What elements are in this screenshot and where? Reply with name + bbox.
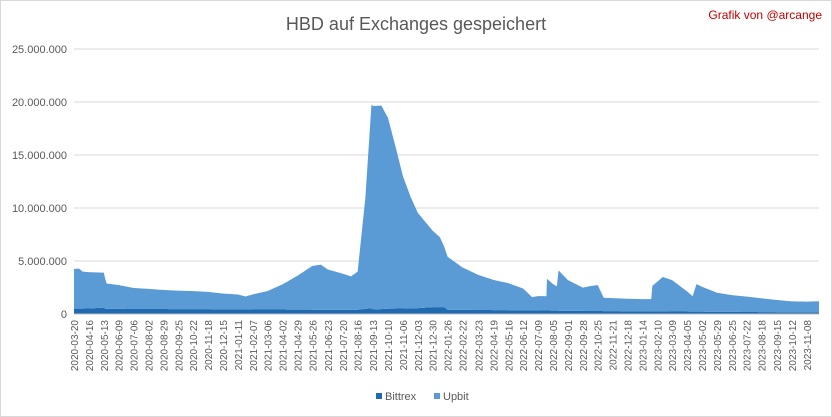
x-tick-label: 2020-07-06 [130, 320, 141, 372]
x-tick-label: 2023-05-29 [713, 320, 724, 372]
x-tick-label: 2021-12-03 [414, 320, 425, 372]
x-tick-label: 2023-10-12 [788, 320, 799, 372]
area-series-bittrex [74, 307, 819, 314]
x-tick-label: 2022-02-22 [459, 320, 470, 372]
x-tick-label: 2022-07-09 [534, 320, 545, 372]
x-tick-label: 2021-12-30 [429, 320, 440, 372]
legend-swatch-bittrex [376, 393, 382, 399]
x-tick-label: 2020-08-29 [159, 320, 170, 372]
x-tick-label: 2021-11-06 [399, 320, 410, 371]
x-tick-label: 2021-05-26 [308, 320, 319, 372]
gridlines [74, 48, 819, 262]
x-tick-label: 2022-04-19 [489, 320, 500, 372]
x-tick-label: 2023-03-09 [668, 320, 679, 372]
y-tick-label: 15.000.000 [12, 150, 67, 162]
x-tick-label: 2020-03-20 [70, 320, 81, 372]
x-tick-label: 2022-11-21 [609, 320, 620, 371]
x-tick-label: 2021-03-06 [264, 320, 275, 372]
x-tick-label: 2022-10-25 [594, 320, 605, 372]
legend-swatch-upbit [434, 393, 440, 399]
x-tick-label: 2021-02-07 [249, 320, 260, 372]
x-tick-label: 2022-06-12 [519, 320, 530, 372]
x-tick-label: 2023-09-15 [773, 320, 784, 372]
x-tick-label: 2020-10-22 [189, 320, 200, 372]
x-tick-label: 2023-11-08 [803, 320, 814, 371]
x-tick-label: 2023-06-25 [728, 320, 739, 372]
x-tick-label: 2022-09-01 [564, 320, 575, 372]
legend-label-upbit: Upbit [443, 391, 469, 403]
x-tick-label: 2021-06-23 [324, 320, 335, 372]
x-tick-label: 2020-08-02 [145, 320, 156, 372]
x-tick-label: 2022-12-18 [624, 320, 635, 372]
x-tick-label: 2023-05-02 [698, 320, 709, 372]
x-tick-label: 2022-01-26 [444, 320, 455, 372]
x-tick-label: 2020-09-25 [174, 320, 185, 372]
x-tick-label: 2023-02-10 [653, 320, 664, 372]
x-tick-label: 2023-01-14 [638, 320, 649, 372]
axes: 0 5.000.000 10.000.000 15.000.000 20.000.000… [12, 44, 819, 371]
x-tick-label: 2021-08-16 [354, 320, 365, 372]
x-tick-label: 2020-04-16 [85, 320, 96, 372]
chart-credit: Grafik von @arcange [708, 8, 822, 22]
x-tick-label: 2020-05-13 [100, 320, 111, 372]
y-tick-label: 5.000.000 [18, 256, 67, 268]
x-tick-label: 2023-08-18 [758, 320, 769, 372]
x-tick-label: 2022-09-28 [579, 320, 590, 372]
x-tick-label: 2021-04-29 [294, 320, 305, 372]
x-tick-label: 2021-01-11 [234, 320, 245, 371]
x-tick-label: 2023-07-22 [743, 320, 754, 372]
x-tick-label: 2021-10-10 [384, 320, 395, 372]
y-tick-label: 10.000.000 [12, 203, 67, 215]
x-tick-label: 2022-05-16 [504, 320, 515, 372]
x-tick-label: 2020-11-18 [204, 320, 215, 371]
x-tick-label: 2020-12-15 [219, 320, 230, 372]
x-tick-label: 2022-08-05 [549, 320, 560, 372]
legend: Bittrex Upbit [376, 391, 469, 403]
y-tick-label: 25.000.000 [12, 44, 67, 56]
chart-title: HBD auf Exchanges gespeichert [286, 14, 546, 34]
plot-areas [74, 104, 819, 314]
x-tick-label: 2023-04-05 [683, 320, 694, 372]
x-tick-label: 2022-03-23 [475, 320, 486, 372]
legend-label-bittrex: Bittrex [385, 391, 417, 403]
x-tick-label: 2021-04-02 [279, 320, 290, 372]
y-tick-label: 0 [61, 309, 67, 321]
x-tick-label: 2021-07-20 [339, 320, 350, 372]
area-series-upbit [74, 104, 819, 313]
y-tick-label: 20.000.000 [12, 97, 67, 109]
x-tick-label: 2021-09-13 [369, 320, 380, 372]
x-tick-label: 2020-06-09 [115, 320, 126, 372]
